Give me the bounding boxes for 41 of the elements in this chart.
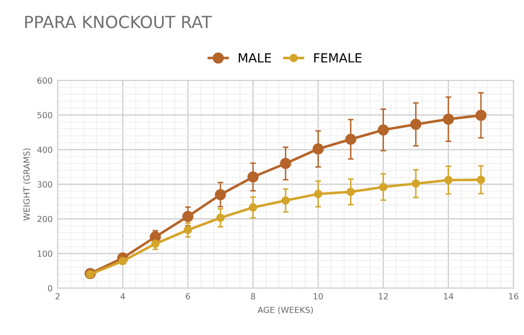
point xyxy=(280,158,292,170)
point xyxy=(214,189,226,200)
chart-title: PPARA KNOCKOUT RAT xyxy=(25,16,212,28)
y-axis-title: WEIGHT (GRAMS) xyxy=(23,148,31,220)
point xyxy=(412,179,420,188)
point xyxy=(247,171,259,183)
point xyxy=(378,124,389,136)
x-tick-label: 14 xyxy=(444,293,454,300)
point xyxy=(312,143,324,154)
point xyxy=(346,188,355,196)
point xyxy=(410,118,422,130)
x-tick-label: 6 xyxy=(186,293,190,300)
x-axis-title: AGE (WEEKS) xyxy=(258,306,313,314)
y-tick-label: 200 xyxy=(37,216,52,222)
point xyxy=(345,134,356,145)
y-tick-label: 400 xyxy=(37,146,52,153)
point xyxy=(442,114,454,125)
y-tick-label: 500 xyxy=(38,112,52,118)
x-tick-label: 8 xyxy=(250,293,256,300)
legend-label: MALE xyxy=(238,53,271,62)
x-tick-label: 16 xyxy=(509,293,518,300)
point xyxy=(475,110,487,121)
point xyxy=(476,176,486,184)
point xyxy=(281,196,290,205)
point xyxy=(182,210,194,222)
x-tick-label: 12 xyxy=(378,293,388,300)
point xyxy=(314,190,322,198)
point xyxy=(151,240,160,248)
y-tick-label: 300 xyxy=(38,181,52,188)
point xyxy=(379,182,388,192)
y-tick-label: 0 xyxy=(48,285,52,292)
x-tick-label: 4 xyxy=(120,293,125,300)
y-tick-label: 100 xyxy=(38,250,52,257)
point xyxy=(444,176,453,184)
point xyxy=(118,256,127,266)
x-tick-label: 2 xyxy=(56,293,60,300)
x-tick-label: 10 xyxy=(314,293,323,300)
y-tick-label: 600 xyxy=(37,77,52,84)
point xyxy=(248,203,258,212)
point xyxy=(216,214,225,222)
legend-label: FEMALE xyxy=(314,53,362,62)
